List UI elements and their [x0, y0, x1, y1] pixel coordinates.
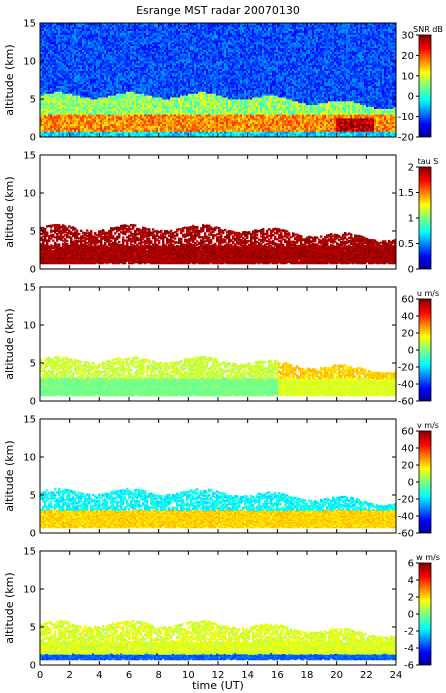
colorbar-label: w m/s [416, 553, 440, 562]
x-tick-label: 22 [360, 670, 373, 681]
colorbar-tick-label: -40 [398, 512, 414, 523]
y-axis-label: altitude (km) [3, 44, 16, 115]
colorbar-tick-label: -60 [398, 397, 414, 408]
colorbar [419, 431, 431, 533]
x-tick-label: 0 [37, 670, 43, 681]
y-tick-label: 5 [30, 95, 36, 106]
colorbar-tick-label: 6 [408, 559, 414, 570]
colorbar-tick-label: 0 [408, 92, 414, 103]
y-tick-label: 5 [30, 491, 36, 502]
y-tick-label: 15 [23, 547, 36, 558]
colorbar [419, 299, 431, 401]
colorbar-tick-label: 60 [401, 295, 414, 306]
panel-v: 15 10 5 0 altitude (km) v m/s60 40 20 0 -20 -40 -60 [3, 415, 439, 540]
colorbar-tick-label: -40 [398, 380, 414, 391]
y-tick-label: 10 [23, 585, 36, 596]
y-tick-label: 10 [23, 57, 36, 68]
y-tick-label: 15 [23, 415, 36, 426]
x-axis-label: time (UT) [192, 679, 244, 692]
y-tick-label: 5 [30, 359, 36, 370]
colorbar-tick-label: 1.5 [398, 188, 414, 199]
panel-u: 15 10 5 0 altitude (km) u m/s60 40 20 0 -20 -40 -60 [3, 283, 439, 408]
y-tick-label: 5 [30, 227, 36, 238]
y-tick-label: 15 [23, 151, 36, 162]
colorbar-tick-label: -60 [398, 529, 414, 540]
y-tick-label: 5 [30, 623, 36, 634]
colorbar-tick-label: 0 [408, 610, 414, 621]
colorbar-tick-label: 0 [408, 346, 414, 357]
x-tick-label: 6 [126, 670, 132, 681]
colorbar-tick-label: 2 [408, 593, 414, 604]
colorbar-tick-label: 0.5 [398, 239, 414, 250]
y-axis-label: altitude (km) [3, 176, 16, 247]
colorbar-tick-label: 20 [401, 329, 414, 340]
y-axis-label: altitude (km) [3, 440, 16, 511]
colorbar-tick-label: 20 [401, 461, 414, 472]
colorbar-label: u m/s [417, 289, 439, 298]
y-tick-label: 10 [23, 453, 36, 464]
colorbar-tick-label: 4 [408, 576, 414, 587]
x-tick-label: 2 [66, 670, 72, 681]
colorbar [419, 563, 431, 665]
y-tick-label: 0 [30, 529, 36, 540]
y-tick-label: 15 [23, 19, 36, 30]
colorbar-tick-label: -10 [398, 112, 414, 123]
colorbar-tick-label: -2 [404, 627, 414, 638]
colorbar-tick-label: 0 [408, 478, 414, 489]
x-tick-label: 24 [390, 670, 403, 681]
y-axis-label: altitude (km) [3, 308, 16, 379]
colorbar-label: tau S [418, 157, 439, 166]
colorbar-tick-label: -20 [398, 363, 414, 374]
x-tick-label: 20 [330, 670, 343, 681]
colorbar-tick-label: 40 [401, 444, 414, 455]
panel-w: 15 10 5 0 altitude (km) w m/s6 4 2 0 -2 -4 -6 [3, 547, 440, 672]
colorbar-tick-label: 2 [408, 163, 414, 174]
y-tick-label: 10 [23, 321, 36, 332]
x-tick-label: 18 [301, 670, 314, 681]
colorbar-tick-label: 40 [401, 312, 414, 323]
colorbar-tick-label: 60 [401, 427, 414, 438]
y-tick-label: 15 [23, 283, 36, 294]
x-tick-label: 4 [96, 670, 102, 681]
colorbar [419, 167, 431, 269]
y-tick-label: 10 [23, 189, 36, 200]
colorbar-tick-label: -6 [404, 661, 414, 672]
colorbar-tick-label: -4 [404, 644, 414, 655]
colorbar-tick-label: 0 [408, 265, 414, 276]
figure-title: Esrange MST radar 20070130 [136, 4, 300, 17]
colorbar-label: SNR dB [413, 25, 443, 34]
colorbar-tick-label: 10 [401, 71, 414, 82]
echo-field [40, 23, 396, 137]
colorbar-label: v m/s [417, 421, 439, 430]
colorbar-tick-label: 20 [401, 51, 414, 62]
y-tick-label: 0 [30, 661, 36, 672]
y-axis-label: altitude (km) [3, 572, 16, 643]
colorbar [419, 35, 431, 137]
colorbar-tick-label: -20 [398, 133, 414, 144]
x-tick-label: 8 [155, 670, 161, 681]
colorbar-tick-label: 1 [408, 214, 414, 225]
y-tick-label: 0 [30, 265, 36, 276]
x-tick-label: 16 [271, 670, 284, 681]
y-tick-label: 0 [30, 133, 36, 144]
colorbar-tick-label: 30 [401, 31, 414, 42]
panel-tau: 15 10 5 0 altitude (km) tau S 2 1.5 1 0.5 0 [3, 151, 438, 276]
colorbar-tick-label: -20 [398, 495, 414, 506]
y-tick-label: 0 [30, 397, 36, 408]
